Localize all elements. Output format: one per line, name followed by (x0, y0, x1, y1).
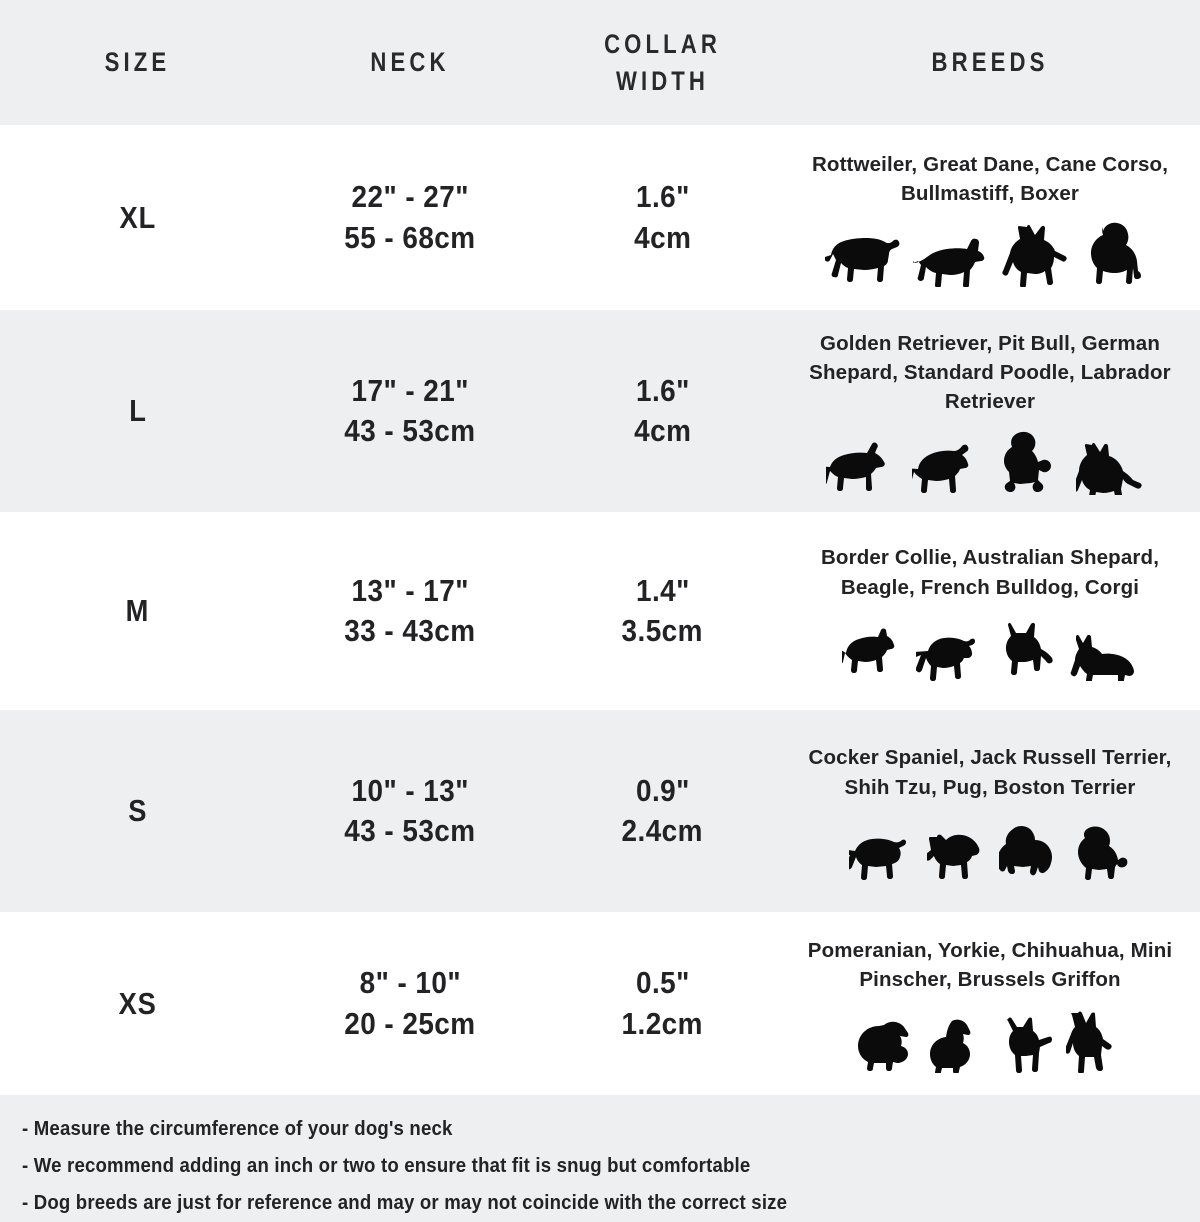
size-cell: L (0, 310, 275, 512)
column-header-breeds-line: BREEDS (931, 47, 1049, 78)
german-shepherd-icon (1076, 443, 1142, 496)
breed-silhouette-group (854, 1001, 1126, 1074)
golden-retriever-icon (826, 442, 885, 492)
breeds-cell: Pomeranian, Yorkie, Chihuahua, Mini Pins… (780, 912, 1200, 1095)
neck-inches: 13" - 17" (351, 572, 469, 608)
footer-note: - We recommend adding an inch or two to … (22, 1155, 751, 1177)
neck-inches: 22" - 27" (351, 179, 469, 215)
min-pin-icon (1066, 1011, 1112, 1074)
yorkie-icon (930, 1019, 971, 1074)
breeds-cell: Golden Retriever, Pit Bull, German Shepa… (780, 310, 1200, 512)
breed-silhouette-group (826, 423, 1154, 496)
jack-russell-icon (927, 834, 980, 879)
neck-centimeters: 43 - 53cm (344, 413, 476, 448)
neck-inches: 17" - 21" (351, 372, 469, 408)
table-row: M 13" - 17" 33 - 43cm 1.4" 3.5cm Border … (0, 512, 1200, 710)
neck-centimeters: 33 - 43cm (344, 613, 476, 648)
size-cell: S (0, 710, 275, 912)
breeds-cell: Rottweiler, Great Dane, Cane Corso, Bull… (780, 125, 1200, 310)
pug-icon (1078, 826, 1128, 880)
rottweiler-icon (825, 238, 900, 283)
column-header-collar-width: COLLAR WIDTH (566, 26, 759, 99)
size-label: S (127, 793, 148, 828)
column-header-size-line: SIZE (104, 47, 171, 78)
column-header-collar-line-2: WIDTH (615, 65, 710, 96)
column-header-size: SIZE (25, 44, 251, 80)
size-label: M (125, 593, 150, 628)
breed-silhouette-group (825, 215, 1155, 288)
great-dane-icon (913, 238, 985, 288)
footer-notes: - Measure the circumference of your dog'… (0, 1095, 1200, 1222)
breeds-list-text: Pomeranian, Yorkie, Chihuahua, Mini Pins… (807, 938, 1173, 991)
column-header-breeds: BREEDS (818, 44, 1162, 80)
collar-inches: 1.6" (635, 372, 690, 408)
neck-inches: 8" - 10" (359, 965, 461, 1001)
size-label: XS (118, 985, 157, 1021)
collar-width-cell: 0.5" 1.2cm (545, 912, 780, 1095)
collar-centimeters: 4cm (633, 413, 692, 448)
neck-centimeters: 20 - 25cm (344, 1005, 476, 1041)
breeds-list-text: Cocker Spaniel, Jack Russell Terrier, Sh… (808, 746, 1172, 799)
doberman-icon (1002, 225, 1067, 288)
collar-centimeters: 1.2cm (621, 1005, 704, 1041)
collar-inches: 1.4" (635, 572, 690, 608)
footer-note: - Dog breeds are just for reference and … (22, 1192, 788, 1214)
column-header-neck-line: NECK (370, 47, 450, 78)
collar-width-cell: 1.6" 4cm (545, 310, 780, 512)
size-label: XL (119, 199, 156, 235)
labrador-icon (912, 444, 969, 494)
footer-note: - Measure the circumference of your dog'… (22, 1118, 453, 1140)
table-row: XL 22" - 27" 55 - 68cm 1.6" 4cm Rottweil… (0, 125, 1200, 310)
neck-centimeters: 55 - 68cm (344, 219, 476, 255)
shih-tzu-icon (999, 825, 1052, 875)
neck-inches: 10" - 13" (351, 772, 469, 808)
collar-inches: 0.5" (635, 965, 690, 1001)
column-header-collar-line-1: COLLAR (604, 29, 721, 60)
beagle-icon (916, 637, 975, 681)
breeds-cell: Cocker Spaniel, Jack Russell Terrier, Sh… (780, 710, 1200, 912)
column-header-neck: NECK (299, 44, 520, 80)
collar-centimeters: 2.4cm (621, 813, 704, 848)
border-collie-icon (842, 628, 895, 673)
neck-centimeters: 43 - 53cm (344, 813, 476, 848)
table-row: S 10" - 13" 43 - 53cm 0.9" 2.4cm Cocker … (0, 710, 1200, 912)
neck-cell: 17" - 21" 43 - 53cm (275, 310, 545, 512)
size-cell: M (0, 512, 275, 710)
breeds-list-text: Rottweiler, Great Dane, Cane Corso, Bull… (811, 152, 1169, 205)
size-label: L (128, 393, 147, 428)
breeds-list-text: Golden Retriever, Pit Bull, German Shepa… (809, 331, 1171, 414)
corgi-icon (1070, 634, 1134, 681)
collar-inches: 1.6" (635, 179, 690, 215)
breed-silhouette-group (849, 809, 1131, 881)
neck-cell: 13" - 17" 33 - 43cm (275, 512, 545, 710)
neck-cell: 10" - 13" 43 - 53cm (275, 710, 545, 912)
neck-cell: 22" - 27" 55 - 68cm (275, 125, 545, 310)
bullmastiff-icon (1091, 222, 1141, 285)
chihuahua-icon (1007, 1017, 1052, 1074)
cocker-spaniel-icon (849, 838, 906, 880)
breed-silhouette-group (842, 609, 1138, 681)
size-cell: XS (0, 912, 275, 1095)
size-cell: XL (0, 125, 275, 310)
collar-width-cell: 1.6" 4cm (545, 125, 780, 310)
breeds-list-text: Border Collie, Australian Shepard, Beagl… (820, 546, 1160, 599)
table-row: XS 8" - 10" 20 - 25cm 0.5" 1.2cm Pomeran… (0, 912, 1200, 1095)
french-bulldog-icon (1006, 622, 1053, 675)
collar-centimeters: 4cm (633, 219, 692, 255)
table-header-row: SIZE NECK COLLAR WIDTH BREEDS (0, 0, 1200, 125)
collar-width-cell: 1.4" 3.5cm (545, 512, 780, 710)
breeds-cell: Border Collie, Australian Shepard, Beagl… (780, 512, 1200, 710)
collar-width-cell: 0.9" 2.4cm (545, 710, 780, 912)
pomeranian-icon (858, 1021, 909, 1072)
neck-cell: 8" - 10" 20 - 25cm (275, 912, 545, 1095)
collar-centimeters: 3.5cm (621, 613, 704, 648)
poodle-icon (1004, 431, 1051, 493)
collar-inches: 0.9" (635, 772, 690, 808)
table-row: L 17" - 21" 43 - 53cm 1.6" 4cm Golden Re… (0, 310, 1200, 512)
